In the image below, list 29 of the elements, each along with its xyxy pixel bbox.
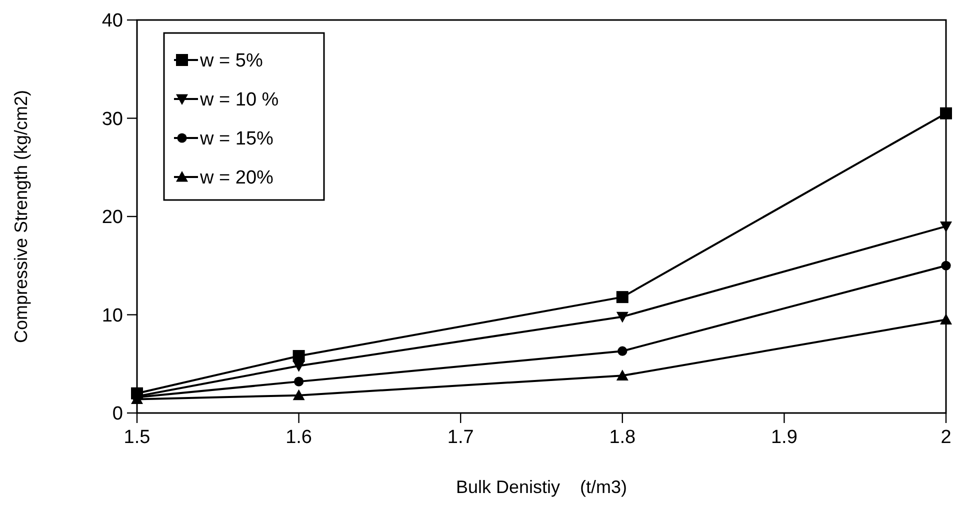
point (294, 376, 304, 386)
legend-label: w = 15% (199, 128, 274, 150)
point (131, 387, 143, 400)
point (941, 260, 951, 270)
y-tick-label: 10 (102, 305, 123, 326)
point (940, 222, 952, 232)
point (616, 312, 628, 323)
point (616, 291, 628, 304)
legend-label: w = 20% (199, 168, 274, 189)
y-tick-label: 0 (112, 404, 123, 425)
y-tick-label: 20 (102, 207, 123, 228)
y-tick-label: 40 (102, 10, 123, 32)
point (940, 107, 952, 120)
legend-label: w = 10 % (199, 90, 279, 111)
x-tick-label: 1.9 (770, 427, 798, 448)
x-axis-title: Bulk Denistiy (t/m3) (456, 477, 628, 497)
y-axis-title: Compressive Strength (kg/cm2) (11, 90, 31, 344)
point (292, 389, 305, 400)
x-tick-label: 1.7 (447, 427, 474, 448)
x-tick-label: 2 (940, 427, 952, 448)
point (616, 370, 628, 380)
x-tick-label: 1.8 (609, 427, 636, 448)
point (618, 346, 628, 356)
legend-label: w = 5% (199, 50, 263, 72)
point (292, 350, 305, 362)
point (940, 314, 952, 324)
x-tick-label: 1.6 (286, 427, 312, 448)
y-tick-label: 30 (102, 108, 123, 130)
x-tick-label: 1.5 (124, 427, 150, 448)
